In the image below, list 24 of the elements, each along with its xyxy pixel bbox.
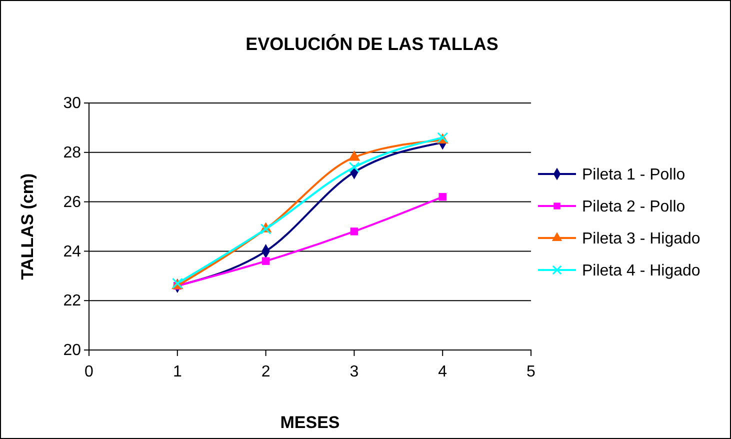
x-tick-label: 1 [172,364,182,381]
x-tick-label: 2 [261,364,270,381]
y-tick-label: 28 [63,144,82,162]
point [348,162,360,173]
point [348,150,360,161]
point [350,228,358,236]
legend-label: Pileta 2 - Pollo [582,198,686,216]
point [262,257,270,265]
y-tick-label: 22 [63,292,82,310]
x-tick-label: 0 [84,364,94,381]
y-tick-label: 30 [63,95,82,112]
x-tick-label: 3 [350,364,359,381]
y-tick-label: 20 [63,342,82,360]
y-tick-label: 26 [63,194,82,211]
legend-label: Pileta 4 - Higado [582,262,700,280]
point [438,192,446,201]
y-tick-label: 24 [63,243,82,260]
x-tick-label: 5 [526,364,536,381]
legend-label: Pileta 1 - Pollo [582,166,686,184]
x-tick-label: 4 [438,364,448,381]
chart-title: EVOLUCIÓN DE LAS TALLAS [246,34,498,54]
legend-label: Pileta 3 - Higado [582,230,700,248]
x-axis-title: MESES [280,413,340,432]
y-axis-title: TALLAS (cm) [18,173,37,280]
